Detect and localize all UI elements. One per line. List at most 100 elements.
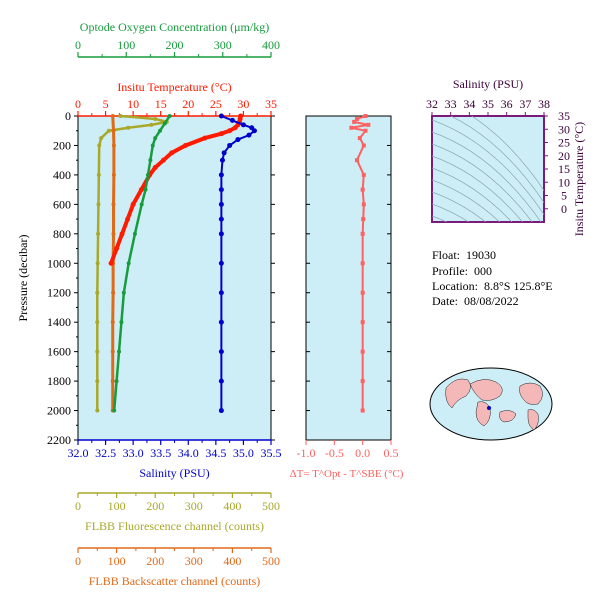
info-float: Float: 19030 xyxy=(432,248,496,263)
fluorescence-point xyxy=(118,114,123,118)
pressure-tick-label: 600 xyxy=(53,197,71,211)
ts-y-tick-label: 10 xyxy=(558,175,570,189)
oxygen-axis-label: Optode Oxygen Concentration (μm/kg) xyxy=(80,20,269,34)
ts-x-tick-label: 36 xyxy=(501,97,513,111)
temperature-point xyxy=(227,128,233,134)
backscatter-point xyxy=(110,379,115,384)
ts-y-tick-label: 25 xyxy=(558,136,570,150)
fluorescence-point xyxy=(126,125,131,130)
temperature-point xyxy=(138,187,144,193)
oxygen-point xyxy=(117,349,122,354)
salinity-point xyxy=(229,117,235,123)
temperature-tick-label: 20 xyxy=(182,97,194,111)
oxygen-tick-label: 100 xyxy=(117,38,135,52)
temperature-point xyxy=(218,131,224,137)
delta-t-point xyxy=(360,261,365,266)
backscatter-point xyxy=(110,349,115,354)
backscatter-point xyxy=(111,202,116,207)
delta-t-point xyxy=(360,290,365,295)
backscatter-tick-label: 0 xyxy=(75,554,81,568)
date-value: 08/08/2022 xyxy=(464,294,519,308)
oxygen-point xyxy=(121,290,126,295)
salinity-point xyxy=(251,128,257,134)
oxygen-point xyxy=(119,320,124,325)
fluorescence-point xyxy=(95,320,100,325)
location-label: Location: xyxy=(432,279,478,293)
fluorescence-point xyxy=(149,122,154,127)
ts-y-axis-label: Insitu Temperature (°C) xyxy=(572,122,586,236)
salinity-tick-label: 32.0 xyxy=(68,446,89,460)
temperature-point xyxy=(108,260,114,266)
temperature-point xyxy=(119,231,125,237)
salinity-tick-label: 33.5 xyxy=(150,446,171,460)
oxygen-point xyxy=(132,231,137,236)
backscatter-point xyxy=(111,128,116,133)
salinity-tick-label: 33.0 xyxy=(123,446,144,460)
oxygen-tick-label: 300 xyxy=(214,38,232,52)
fluorescence-point xyxy=(95,261,100,266)
salinity-point xyxy=(235,137,241,143)
temperature-point xyxy=(152,165,158,171)
salinity-point xyxy=(218,378,224,384)
pressure-tick-label: 0 xyxy=(65,109,71,123)
salinity-point xyxy=(240,122,246,128)
temperature-point xyxy=(125,216,131,222)
ts-contour xyxy=(432,119,544,216)
delta-t-point xyxy=(360,187,365,192)
info-location: Location: 8.8°S 125.8°E xyxy=(432,279,553,294)
fluorescence-point xyxy=(96,202,101,207)
temperature-tick-label: 5 xyxy=(103,97,109,111)
oxygen-tick-label: 0 xyxy=(75,38,81,52)
delta-t-point xyxy=(361,217,366,222)
temperature-tick-label: 25 xyxy=(210,97,222,111)
pressure-tick-label: 1200 xyxy=(47,286,71,300)
float-location-marker xyxy=(487,406,491,410)
backscatter-point xyxy=(110,114,115,118)
float-label: Float: xyxy=(432,248,461,262)
delta-t-point xyxy=(352,119,357,124)
temperature-point xyxy=(114,246,120,252)
salinity-tick-label: 35.5 xyxy=(261,446,282,460)
temperature-tick-label: 30 xyxy=(237,97,249,111)
fluorescence-axis-label: FLBB Fluorescence channel (counts) xyxy=(85,519,264,533)
oxygen-point xyxy=(158,128,163,133)
delta-t-axis-label: ΔT= T^Opt - T^SBE (°C) xyxy=(290,468,404,480)
salinity-point xyxy=(219,157,225,163)
fluorescence-point xyxy=(95,379,100,384)
temperature-tick-label: 35 xyxy=(265,97,277,111)
oxygen-point xyxy=(112,408,117,413)
backscatter-tick-label: 500 xyxy=(262,554,280,568)
ts-contour xyxy=(450,116,544,204)
oxygen-point xyxy=(139,202,144,207)
delta-t-point xyxy=(360,349,365,354)
main-plot-area xyxy=(77,115,272,441)
delta-t-point xyxy=(360,231,365,236)
profile-label: Profile: xyxy=(432,264,468,278)
temperature-point xyxy=(183,142,189,148)
oxygen-point xyxy=(153,136,158,141)
world-map-icon xyxy=(429,367,553,441)
delta-t-point xyxy=(360,320,365,325)
backscatter-tick-label: 200 xyxy=(146,554,164,568)
ts-x-tick-label: 34 xyxy=(463,97,475,111)
delta-t-plot-area xyxy=(305,115,392,441)
fluorescence-point xyxy=(99,136,104,141)
oxygen-point xyxy=(167,114,172,118)
fluorescence-point xyxy=(153,116,158,121)
delta-t-point xyxy=(357,136,362,141)
fluorescence-point xyxy=(95,349,100,354)
salinity-point xyxy=(218,319,224,325)
oxygen-point xyxy=(150,143,155,148)
delta-t-point xyxy=(363,114,368,118)
salinity-tick-label: 34.0 xyxy=(178,446,199,460)
ts-y-tick-label: 5 xyxy=(561,189,567,203)
ts-y-tick-label: 15 xyxy=(558,162,570,176)
delta-t-point xyxy=(361,172,366,177)
info-profile: Profile: 000 xyxy=(432,264,492,279)
backscatter-tick-label: 300 xyxy=(185,554,203,568)
delta-t-point xyxy=(361,202,366,207)
salinity-point xyxy=(218,231,224,237)
salinity-axis-label: Salinity (PSU) xyxy=(139,466,209,480)
salinity-tick-label: 35.0 xyxy=(233,446,254,460)
